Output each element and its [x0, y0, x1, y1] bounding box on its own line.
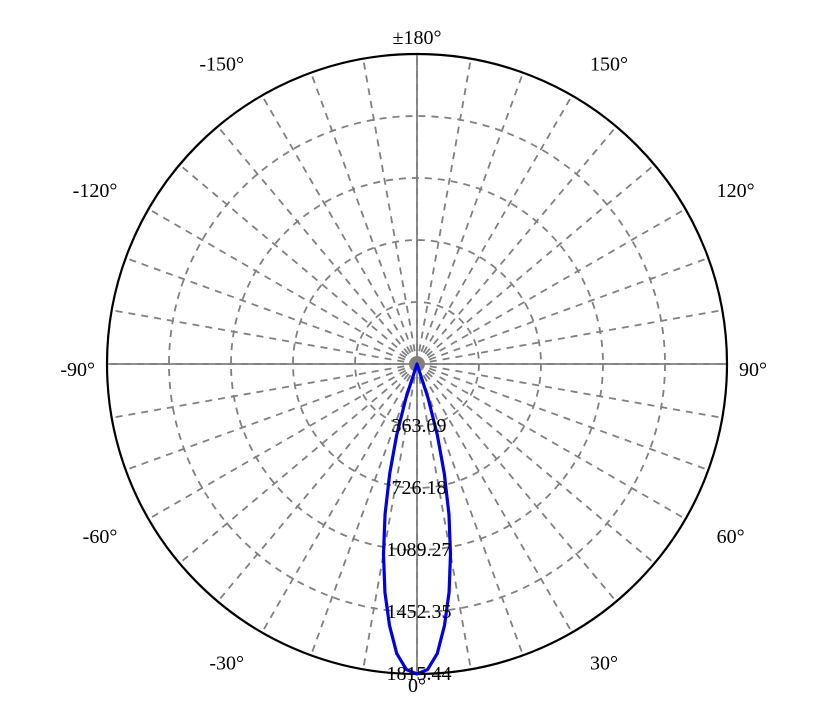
angle-label: 30°: [590, 653, 618, 675]
radial-label: 1452.35: [387, 601, 452, 623]
angle-label: -60°: [83, 526, 118, 548]
radial-label: 726.18: [392, 477, 447, 499]
angle-label: ±180°: [393, 27, 442, 49]
angle-label: 90°: [739, 359, 767, 381]
angle-label: 0°: [408, 675, 426, 697]
angle-label: -90°: [60, 359, 95, 381]
angle-label: -150°: [199, 53, 244, 75]
angle-label: -120°: [73, 180, 118, 202]
angle-label: 120°: [717, 180, 755, 202]
radial-label: 363.09: [392, 415, 447, 437]
polar-svg: 363.09726.181089.271452.351815.44±180°15…: [0, 0, 835, 728]
angle-label: -30°: [209, 653, 244, 675]
angle-label: 150°: [590, 53, 628, 75]
angle-label: 60°: [717, 526, 745, 548]
polar-chart: 363.09726.181089.271452.351815.44±180°15…: [0, 0, 835, 728]
radial-label: 1089.27: [387, 539, 452, 561]
